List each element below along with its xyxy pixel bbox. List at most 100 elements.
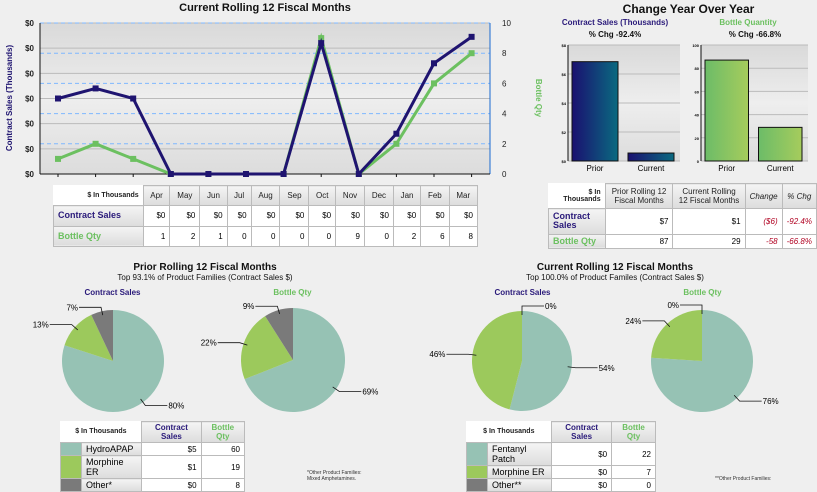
data-point [355,171,362,177]
table-row: Contract Sales $0 $0 $0 $0 $0 $0 $0 $0 $0 $0 $0 $0 [53,205,479,227]
current-pie2-title: Bottle Qty [683,288,722,297]
data-point [318,40,325,47]
corner-label: $ In Thousands [87,191,139,199]
table-cell: -92.4% [781,208,817,235]
table-cell: 1 [199,225,228,248]
pie-value-label: 54% [599,364,615,373]
table-cell: $0 [169,205,201,227]
pie-slice-morphine-er [471,311,522,410]
current-pie1-title: Contract Sales [494,288,551,297]
column-header: Change [744,182,783,210]
data-point [468,33,475,40]
table-row: Other* $0 8 [60,478,246,492]
line-chart-title: Current Rolling 12 Fiscal Months [179,2,351,14]
column-header: Jun [199,184,228,207]
pie-value-label: 13% [33,321,49,330]
pie-leader-line [567,366,598,369]
y-tick-label: $0 [25,95,34,104]
table-cell: 8 [200,478,246,492]
column-header: Mar [448,184,479,207]
pie-slice-hydroapap [62,310,165,412]
pie-value-label: 46% [429,350,445,359]
column-header: Jan [392,184,422,207]
x-tick-label: Prior [587,164,604,173]
yoy-contract-sub: % Chg -92.4% [588,30,642,39]
y2-tick-label: 0 [502,170,507,179]
pie-value-label: 9% [243,302,255,311]
pie-leader-line [217,342,248,346]
table-cell: $0 [308,205,337,227]
pie-leader-line [140,398,168,406]
table-row: $ In Thousands Prior Rolling 12 Fiscal Mo… [549,182,817,210]
y-tick-label: $0 [25,120,34,129]
y2-tick-label: 2 [502,140,507,149]
column-header: % Chg [781,182,817,210]
y-tick-label: 60 [695,89,700,94]
table-row: Fentanyl Patch $0 22 [466,442,656,466]
table-cell: ($6) [744,208,783,235]
pie-leader-line [521,305,544,315]
pie-leader-line [79,306,104,316]
prior-title: Prior Rolling 12 Fiscal Months [133,262,277,273]
data-point [55,95,61,102]
data-point [393,130,400,137]
bar-current [758,126,803,162]
data-point [55,155,61,162]
pie-leader-line [332,386,362,392]
table-cell: 87 [604,233,674,250]
pie-slice-hydroapap [244,308,345,412]
row-label: HydroAPAP [80,442,143,456]
prior-family-table: $ In Thousands Contract Sales Bottle Qty Hy… [60,421,246,492]
table-cell: $0 [142,205,171,227]
column-header: Nov [335,184,365,207]
bar-prior [704,59,749,162]
x-tick-label: Current [638,164,665,173]
table-cell: $0 [448,205,479,227]
table-cell: $0 [392,205,422,227]
data-point [431,80,437,87]
legend-swatch [466,465,488,479]
table-cell: -66.8% [781,233,817,250]
table-cell: 19 [200,455,246,479]
y-tick-label: $8 [562,43,567,48]
y2-tick-label: 10 [502,19,511,28]
row-label: Contract Sales [548,208,606,235]
table-cell: 8 [448,225,479,248]
pie-value-label: 22% [201,339,217,348]
pie-value-label: 69% [362,387,378,396]
y-tick-label: 40 [695,113,700,118]
yoy-contract-title: Contract Sales (Thousands) [561,18,669,27]
prior-footnote: *Other Product Families: Mixed Amphetami… [307,470,362,482]
column-header: Apr [142,184,171,207]
yoy-table: $ In Thousands Prior Rolling 12 Fiscal Mo… [548,182,817,250]
table-row: Bottle Qty 1 2 1 0 0 0 0 9 0 2 6 8 [53,225,479,248]
data-point [431,60,437,67]
table-row: Contract Sales $7 $1 ($6) -92.4% [548,208,817,235]
table-cell: 2 [169,225,201,248]
pie-leader-line [733,394,762,402]
line-chart: $0 $0 $0 $0 $0 $0 $0 0 2 4 6 8 10 Contract Sales (Tho… [5,19,543,179]
table-cell: $0 [364,205,394,227]
table-cell: $1 [141,455,202,479]
column-header: Bottle Qty [200,421,246,443]
corner-label: $ In Thousands [75,428,127,436]
column-header: Bottle Qty [611,421,656,443]
x-tick-label: Prior [718,164,735,173]
y-tick-label: 100 [692,43,699,48]
table-cell: 0 [611,478,656,492]
table-row: $ In Thousands Apr May Jun Jul Aug Sep Oct Nov De… [54,184,479,207]
data-point [205,171,212,177]
table-cell: 0 [308,225,337,248]
table-cell: 0 [250,225,281,248]
legend-swatch [60,478,82,492]
pie-slice-other- [91,310,113,361]
y-tick-label: $2 [562,130,567,135]
corner-label: $ In Thousands [563,188,601,203]
table-row: Morphine ER $0 7 [466,465,656,479]
table-cell: $0 [551,442,613,466]
row-label: Bottle Qty [53,225,144,248]
table-cell: 22 [611,442,656,466]
pie-leader-line [255,305,280,315]
yoy-bottle-title: Bottle Quantity [719,18,777,27]
